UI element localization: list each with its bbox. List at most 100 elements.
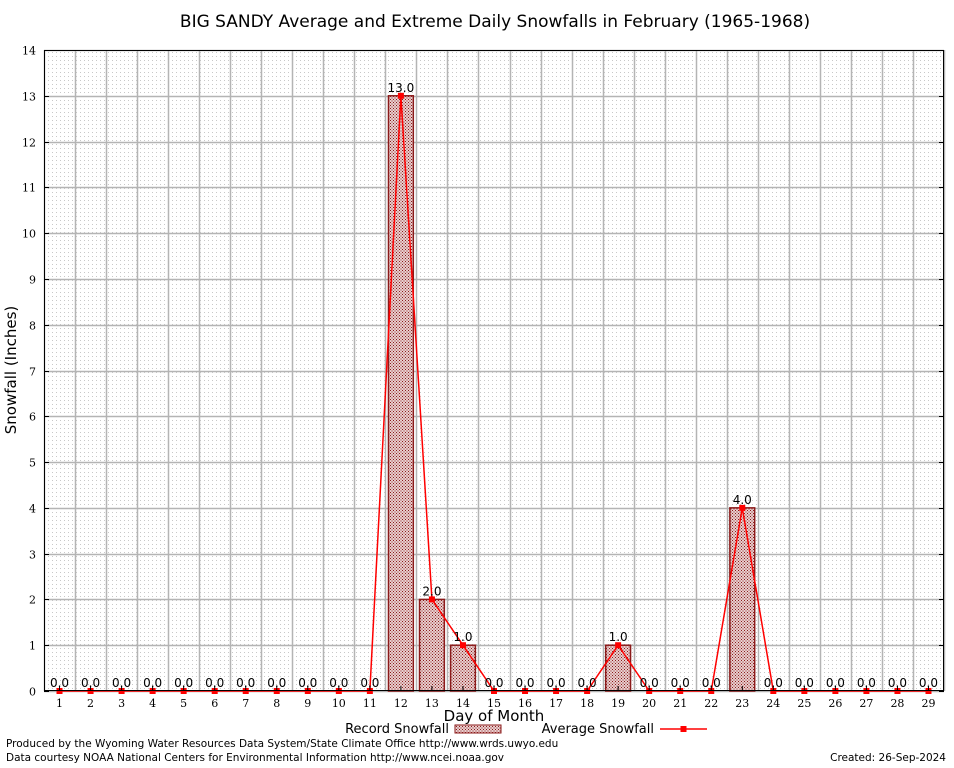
x-axis-label: Day of Month <box>444 707 545 725</box>
x-tick-label: 8 <box>273 697 280 710</box>
y-tick-label: 5 <box>29 457 36 470</box>
x-tick-label: 22 <box>704 697 718 710</box>
y-tick-label: 3 <box>29 549 36 562</box>
record-bar <box>729 507 756 692</box>
record-bar <box>604 644 632 692</box>
y-tick-label: 11 <box>22 182 36 195</box>
y-tick-label: 14 <box>22 45 36 58</box>
x-tick-label: 2 <box>87 697 94 710</box>
legend-record-swatch <box>454 724 502 734</box>
bar-value-label: 0.0 <box>919 676 938 690</box>
y-tick-label: 6 <box>29 411 36 424</box>
average-point <box>428 596 435 603</box>
created-date: Created: 26-Sep-2024 <box>830 752 946 764</box>
x-tick-label: 5 <box>180 697 187 710</box>
x-tick-label: 13 <box>425 697 439 710</box>
y-tick-label: 8 <box>29 320 36 333</box>
record-bar <box>449 644 477 692</box>
bar-value-label: 0.0 <box>174 676 193 690</box>
bar-value-label: 4.0 <box>733 493 752 507</box>
x-tick-label: 15 <box>487 697 501 710</box>
x-tick-label: 24 <box>766 697 780 710</box>
x-tick-label: 1 <box>56 697 63 710</box>
x-tick-label: 29 <box>921 697 935 710</box>
x-tick-label: 3 <box>118 697 125 710</box>
x-tick-label: 18 <box>580 697 594 710</box>
bar-value-label: 0.0 <box>640 676 659 690</box>
x-tick-label: 27 <box>859 697 873 710</box>
y-tick-label: 13 <box>22 91 36 104</box>
x-tick-label: 14 <box>456 697 470 710</box>
bar-value-label: 0.0 <box>298 676 317 690</box>
y-tick-label: 0 <box>29 686 36 699</box>
x-tick-label: 12 <box>394 697 408 710</box>
x-tick-label: 17 <box>549 697 563 710</box>
x-tick-label: 20 <box>642 697 656 710</box>
bar-value-label: 2.0 <box>422 584 441 598</box>
bar-value-label: 0.0 <box>112 676 131 690</box>
x-tick-label: 11 <box>363 697 377 710</box>
y-tick-label: 7 <box>29 366 36 379</box>
x-tick-label: 19 <box>611 697 625 710</box>
x-tick-label: 16 <box>518 697 532 710</box>
average-point <box>459 642 466 649</box>
chart-title: BIG SANDY Average and Extreme Daily Snow… <box>180 12 810 32</box>
x-tick-label: 9 <box>304 697 311 710</box>
bar-value-labels: 0.0 0.0 0.0 0.0 0.0 0.0 0.0 0.0 0.0 0.0 0.0 13.0 2.0… <box>50 81 938 690</box>
legend: Record Snowfall Average Snowfall <box>345 722 707 737</box>
y-tick-label: 4 <box>29 503 36 516</box>
major-gridlines <box>43 49 946 693</box>
bar-value-label: 0.0 <box>81 676 100 690</box>
bar-value-label: 0.0 <box>671 676 690 690</box>
x-tick-label: 10 <box>332 697 346 710</box>
average-point <box>615 642 622 649</box>
x-tick-label: 23 <box>735 697 749 710</box>
x-tick-label: 25 <box>797 697 811 710</box>
x-tick-label: 28 <box>890 697 904 710</box>
x-tick-label: 4 <box>149 697 156 710</box>
bar-value-label: 0.0 <box>143 676 162 690</box>
plot-area <box>44 50 944 691</box>
average-point <box>397 92 404 99</box>
bar-value-label: 0.0 <box>547 676 566 690</box>
bar-value-label: 0.0 <box>795 676 814 690</box>
bar-value-label: 0.0 <box>484 676 503 690</box>
y-tick-label: 1 <box>29 640 36 653</box>
bar-value-label: 0.0 <box>578 676 597 690</box>
bar-value-label: 0.0 <box>236 676 255 690</box>
credit-line-2: Data courtesy NOAA National Centers for … <box>6 752 505 764</box>
bar-value-label: 0.0 <box>826 676 845 690</box>
y-tick-label: 10 <box>22 228 36 241</box>
bar-value-label: 0.0 <box>888 676 907 690</box>
bar-value-label: 0.0 <box>515 676 534 690</box>
y-tick-label: 9 <box>29 274 36 287</box>
x-axis-ticks: 1 2 3 4 5 6 7 8 9 10 11 12 13 14 15 16 17 18 19 20 21 22 23 24 2… <box>56 686 935 710</box>
bar-value-label: 0.0 <box>764 676 783 690</box>
x-tick-label: 21 <box>673 697 687 710</box>
bar-value-label: 13.0 <box>388 81 415 95</box>
y-tick-label: 12 <box>22 137 36 150</box>
x-tick-label: 6 <box>211 697 218 710</box>
record-snowfall-bars <box>387 95 756 692</box>
legend-record-label: Record Snowfall <box>345 722 449 737</box>
record-bar <box>387 95 415 692</box>
bar-value-label: 0.0 <box>857 676 876 690</box>
bar-value-label: 0.0 <box>702 676 721 690</box>
bar-value-label: 0.0 <box>50 676 69 690</box>
y-tick-label: 2 <box>29 594 36 607</box>
bar-value-label: 1.0 <box>609 630 628 644</box>
y-axis-label: Snowfall (Inches) <box>2 306 20 434</box>
bar-value-label: 0.0 <box>329 676 348 690</box>
bar-value-label: 0.0 <box>267 676 286 690</box>
legend-average-marker <box>680 726 687 732</box>
x-tick-label: 26 <box>828 697 842 710</box>
credit-line-1: Produced by the Wyoming Water Resources … <box>6 738 559 750</box>
average-point <box>739 504 746 511</box>
legend-average-label: Average Snowfall <box>542 722 654 737</box>
bar-value-label: 1.0 <box>453 630 472 644</box>
x-tick-label: 7 <box>242 697 249 710</box>
bar-value-label: 0.0 <box>360 676 379 690</box>
bar-value-label: 0.0 <box>205 676 224 690</box>
